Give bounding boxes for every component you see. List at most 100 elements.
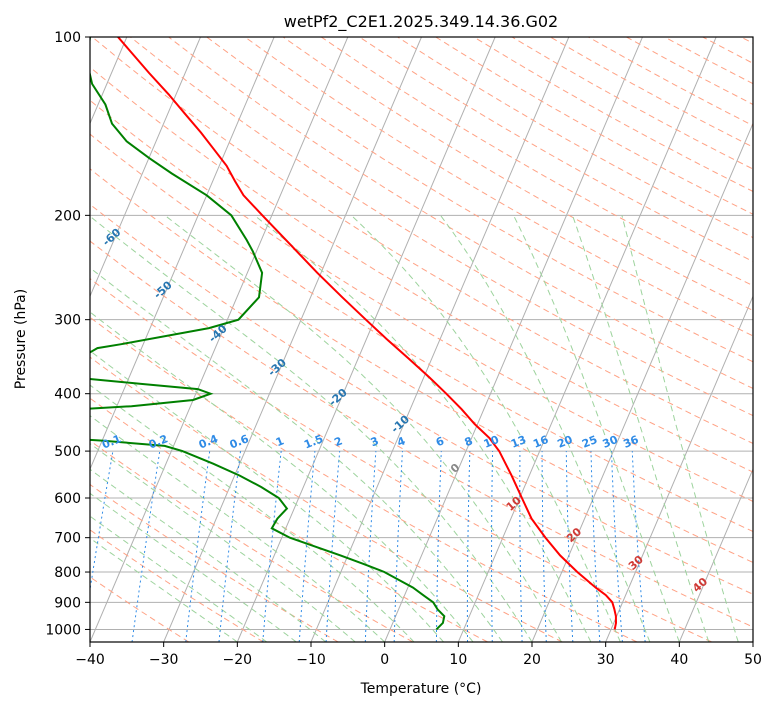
moist-adiabat-line [440, 215, 651, 642]
x-tick-label: 10 [449, 652, 467, 668]
mixing-ratio-line [185, 451, 211, 642]
dry-adiabat-line [90, 356, 563, 642]
mixing-ratio-label: 3 [369, 434, 381, 449]
moist-adiabat-line [90, 537, 238, 642]
dry-adiabat-label: -10 [389, 412, 413, 435]
moist-adiabat-line [90, 311, 474, 642]
y-tick-label: 700 [54, 531, 81, 547]
dry-adiabat-line [130, 37, 753, 417]
dry-adiabat-line [90, 133, 753, 533]
dry-adiabat-line [664, 37, 753, 85]
dry-adiabat-label: 20 [564, 525, 584, 545]
isotherm-line [236, 37, 496, 642]
mixing-ratio-label: 1 [274, 434, 286, 449]
mixing-ratio-line [218, 451, 241, 642]
moist-adiabat-line [90, 492, 297, 642]
dry-adiabat-line [435, 37, 753, 215]
moist-adiabat-line [513, 215, 680, 642]
isotherm-line [90, 37, 349, 642]
mixing-ratio-label: 10 [482, 433, 501, 451]
isotherm-line [90, 37, 201, 298]
dry-adiabat-line [91, 37, 753, 445]
mixing-ratio-line [491, 451, 494, 642]
x-tick-label: −40 [75, 652, 105, 668]
x-tick-label: 40 [670, 652, 688, 668]
dry-adiabat-line [90, 240, 753, 628]
y-tick-label: 600 [54, 491, 81, 507]
y-axis-label: Pressure (hPa) [13, 289, 29, 389]
x-tick-label: −20 [223, 652, 253, 668]
x-axis: −40 −30 −20 −10 0 10 20 30 40 50 [75, 642, 762, 668]
y-tick-label: 100 [54, 30, 81, 46]
dry-adiabat-line [90, 203, 753, 595]
mixing-ratio-labels: 0.1 0.2 0.4 0.6 1 1.5 2 3 4 6 8 10 13 16 20 25 30 36 [100, 432, 641, 451]
mixing-ratio-label: 36 [621, 433, 640, 451]
moist-adiabat-line [90, 415, 386, 642]
x-tick-label: 20 [523, 652, 541, 668]
dry-adiabat-line [90, 168, 753, 563]
y-tick-label: 900 [54, 595, 81, 611]
mixing-ratio-label: 4 [395, 434, 407, 449]
dry-adiabat-line [90, 529, 264, 642]
moist-adiabat-line [621, 215, 739, 642]
mixing-ratio-label: 8 [463, 434, 475, 449]
mixing-ratio-line [565, 451, 574, 642]
x-tick-label: −10 [296, 652, 326, 668]
moist-adiabat-line [90, 515, 268, 642]
moist-adiabat-line [90, 384, 415, 642]
moist-adiabat-line [350, 214, 621, 642]
moist-adiabat-line [90, 350, 444, 642]
mixing-ratio-label: 6 [434, 434, 446, 449]
mixing-ratio-label: 16 [531, 433, 550, 451]
dry-adiabat-line [90, 99, 753, 502]
isotherm-line [531, 122, 753, 642]
isotherm-line [752, 640, 753, 642]
moist-adiabat-line [164, 214, 562, 642]
x-tick-label: 50 [744, 652, 762, 668]
dry-adiabat-line [90, 397, 488, 642]
dry-adiabat-line [168, 37, 753, 389]
temperature-line [117, 37, 618, 630]
chart-title: wetPf2_C2E1.2025.349.14.36.G02 [284, 12, 558, 32]
dry-adiabat-line [244, 37, 753, 337]
dry-adiabat-label: -70 [48, 174, 72, 197]
mixing-ratio-line [364, 451, 377, 642]
dry-adiabat-label: -30 [265, 356, 289, 379]
mixing-ratio-label: 0.6 [228, 432, 251, 451]
dry-adiabat-line [359, 37, 753, 263]
dry-adiabat-label: -60 [100, 226, 124, 249]
y-tick-label: 500 [54, 444, 81, 460]
dry-adiabat-label: 30 [626, 553, 646, 573]
dry-adiabat-label: -80 [0, 127, 18, 150]
plot-area: -100-90-80-70-60-50-40-30-20-10010203040… [0, 37, 753, 642]
dry-adiabat-line [90, 278, 712, 642]
mixing-ratio-line [590, 451, 601, 642]
dry-adiabat-line [90, 440, 414, 642]
dry-adiabat-line [206, 37, 753, 363]
moist-adiabat-line [90, 442, 356, 642]
moist-adiabat-line [90, 468, 327, 642]
dewpoint-line [90, 37, 446, 631]
moist-adiabat-line [254, 214, 592, 642]
mixing-ratio-label: 20 [555, 433, 574, 451]
dry-adiabat-label: -50 [151, 278, 175, 301]
isotherm-line [678, 467, 753, 642]
dry-adiabat-line [511, 37, 753, 170]
moist-adiabat-line [90, 215, 533, 642]
dry-adiabat-line [702, 37, 753, 64]
moist-adiabat-line [572, 215, 710, 642]
mixing-ratio-label: 1.5 [302, 432, 325, 451]
y-axis: 100 200 300 400 500 600 700 800 900 1000 [45, 30, 90, 638]
y-tick-label: 200 [54, 208, 81, 224]
mixing-ratio-label: 0.2 [147, 432, 170, 451]
y-tick-label: 400 [54, 387, 81, 403]
mixing-ratio-line [519, 451, 523, 642]
plot-frame [89, 36, 754, 643]
x-axis-label: Temperature (°C) [360, 681, 482, 697]
isotherm-line [457, 37, 717, 642]
dry-adiabat-label: -40 [206, 322, 230, 345]
dry-adiabat-line [282, 37, 753, 312]
isotherm-line [384, 37, 643, 642]
dry-adiabat-line [90, 316, 638, 642]
